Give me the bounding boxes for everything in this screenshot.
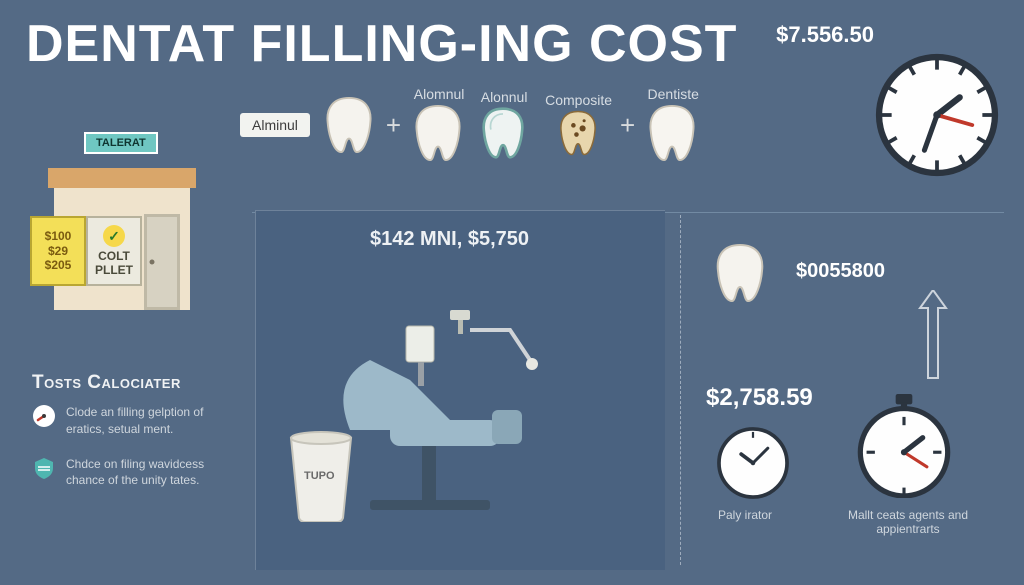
tooth-label: Alomnul: [414, 86, 465, 102]
tooth-item: Alonnul: [477, 89, 529, 161]
shield-icon: [32, 456, 56, 480]
clock-small-icon: [716, 426, 790, 500]
center-price: $142 MNI, $5,750: [370, 228, 529, 251]
bullet-item: Chdce on filing wavidcess chance of the …: [32, 456, 232, 490]
divider-vertical: [680, 215, 681, 565]
clock-small-label: Paly irator: [718, 508, 772, 522]
bullet-text: Clode an filling gelption of eratics, se…: [66, 404, 232, 438]
gauge-icon: [32, 404, 56, 428]
poster-line: $29: [48, 244, 68, 258]
poster-line: $205: [45, 258, 72, 272]
tooth-label: Composite: [545, 92, 612, 108]
poster-line: $100: [45, 229, 72, 243]
info-poster: ✓ COLT PLLET: [86, 216, 142, 286]
tooth-cavity-icon: [555, 108, 601, 158]
stopwatch-icon: [852, 394, 956, 498]
tooth-label: Dentiste: [648, 86, 699, 102]
tooth-item: Composite: [543, 92, 612, 158]
tooth-item: Dentiste: [643, 86, 701, 164]
tooth-icon: [409, 102, 467, 164]
poster-line: COLT: [98, 249, 130, 263]
tooth-icon: [710, 240, 770, 306]
poster-line: PLLET: [95, 263, 133, 277]
plus-icon: +: [386, 110, 401, 141]
arrow-up-icon: [918, 290, 948, 380]
value-top: $0055800: [796, 260, 885, 283]
page-title: DENTAT FILLING-ING COST: [26, 14, 737, 74]
check-icon: ✓: [103, 225, 125, 247]
bullet-text: Chdce on filing wavidcess chance of the …: [66, 456, 232, 490]
section-heading: Tosts Calociater: [32, 372, 181, 394]
pill-label: Alminul: [240, 113, 310, 137]
price-top: $7.556.50: [776, 22, 874, 48]
poster-group: $100 $29 $205 ✓ COLT PLLET: [30, 216, 142, 286]
price-poster: $100 $29 $205: [30, 216, 86, 286]
clock-large-icon: [874, 52, 1000, 178]
stopwatch-label: Mallt ceats agents and appientrarts: [838, 508, 978, 536]
tooth-icon: [320, 94, 378, 156]
plus-icon: +: [620, 110, 635, 141]
bullet-item: Clode an filling gelption of eratics, se…: [32, 404, 232, 438]
bullet-list: Clode an filling gelption of eratics, se…: [32, 404, 232, 507]
tooth-item: Alomnul: [409, 86, 467, 164]
tooth-item: [320, 94, 378, 156]
tooth-outlined-icon: [477, 105, 529, 161]
tooth-type-row: Alminul + Alomnul Alonnul Composite + De…: [240, 86, 701, 164]
tooth-label: Alonnul: [481, 89, 528, 105]
bin-label: TUPO: [304, 470, 335, 482]
value-mid: $2,758.59: [706, 384, 813, 412]
tooth-icon: [643, 102, 701, 164]
